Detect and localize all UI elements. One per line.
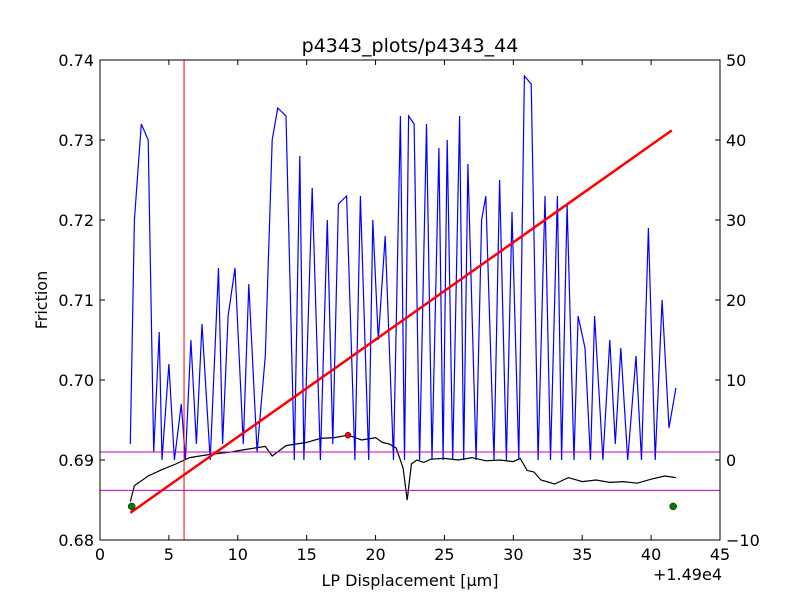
y2-tick-label: 20 [726, 291, 746, 310]
y2-tick-label: 50 [726, 51, 746, 70]
y-tick-label: 0.72 [58, 211, 94, 230]
peak-marker [344, 431, 352, 439]
y2-tick-label: 30 [726, 211, 746, 230]
y-axis-label: Friction [32, 271, 51, 330]
x-tick-label: 35 [572, 545, 592, 564]
data-layer [100, 60, 720, 540]
endpoint-marker-2 [669, 502, 677, 511]
x-tick-label: 0 [95, 545, 105, 564]
friction-series-line [129, 434, 676, 502]
y-tick-label: 0.73 [58, 131, 94, 150]
x-tick-label: 45 [710, 545, 730, 564]
y-tick-label: 0.70 [58, 371, 94, 390]
endpoint-marker-1 [127, 502, 136, 511]
ticks-layer: 0 5 10 15 20 25 30 35 40 45 0.68 0.69 0.70 0.71 0.72 0.… [58, 51, 759, 564]
x-tick-label: 5 [164, 545, 174, 564]
y2-tick-label: 40 [726, 131, 746, 150]
x-tick-label: 25 [434, 545, 454, 564]
y-tick-label: 0.74 [58, 51, 94, 70]
chart-title: p4343_plots/p4343_44 [302, 35, 519, 57]
x-tick-label: 30 [503, 545, 523, 564]
x-offset-text: +1.49e4 [653, 565, 722, 584]
y2-tick-label: 10 [726, 371, 746, 390]
x-tick-label: 20 [365, 545, 385, 564]
y2-tick-label: 0 [726, 451, 736, 470]
y-tick-label: 0.71 [58, 291, 94, 310]
x-tick-label: 10 [228, 545, 248, 564]
blue-series-line [129, 74, 677, 461]
x-tick-label: 40 [641, 545, 661, 564]
fit-line [129, 129, 673, 514]
x-tick-label: 15 [296, 545, 316, 564]
x-axis-label: LP Displacement [μm] [322, 571, 499, 590]
y2-tick-label: −10 [726, 531, 760, 550]
y-tick-label: 0.68 [58, 531, 94, 550]
y-tick-label: 0.69 [58, 451, 94, 470]
